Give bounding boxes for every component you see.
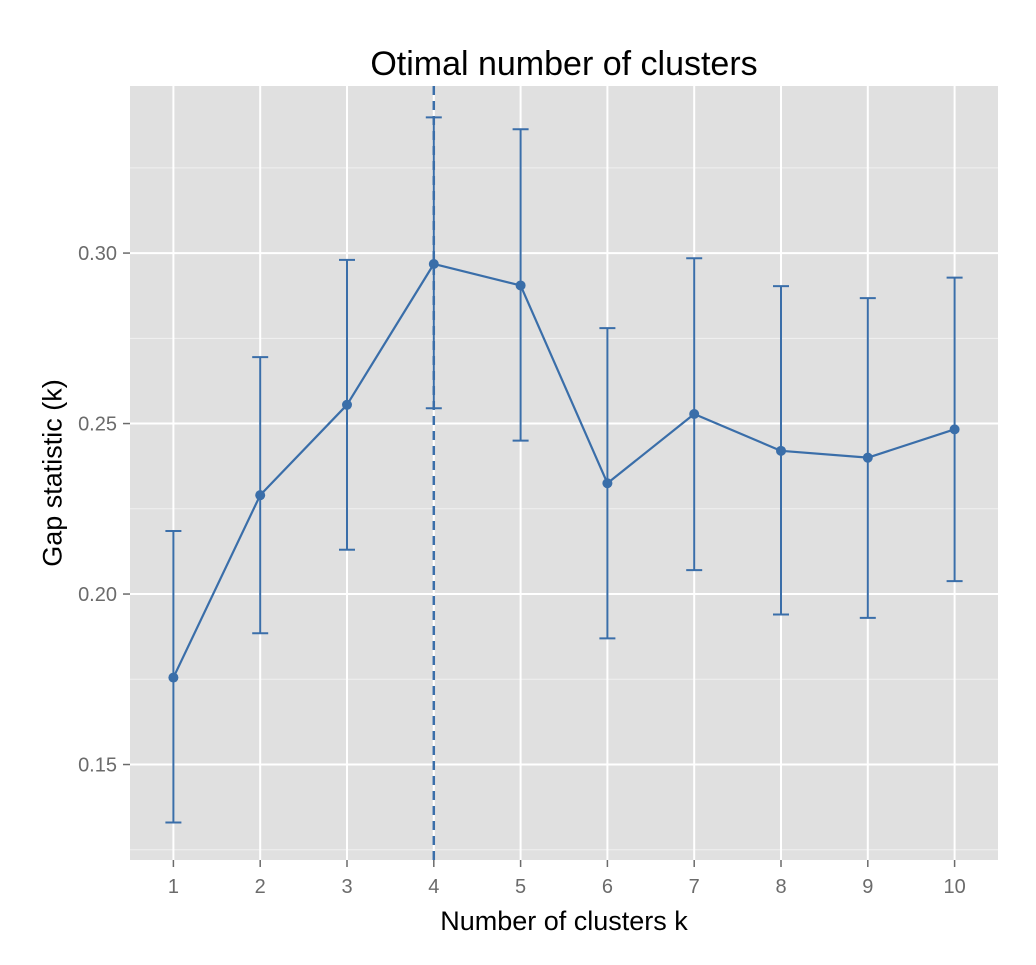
x-axis-title: Number of clusters k bbox=[440, 906, 688, 936]
gap-statistic-line bbox=[172, 262, 955, 679]
y-axis: 0.15 0.20 0.25 0.30 bbox=[78, 243, 130, 777]
x-tick-label: 8 bbox=[775, 876, 786, 898]
data-point-k7 bbox=[689, 409, 700, 420]
data-point-k10 bbox=[949, 424, 960, 435]
x-tick-label: 7 bbox=[689, 876, 700, 898]
chart-title: Otimal number of clusters bbox=[370, 45, 757, 83]
data-point-k8 bbox=[776, 445, 786, 456]
plot-panel bbox=[130, 86, 998, 860]
x-tick-label: 1 bbox=[168, 876, 179, 898]
data-point-k6 bbox=[602, 478, 613, 489]
data-points bbox=[168, 258, 960, 683]
x-tick-label: 2 bbox=[255, 876, 266, 898]
x-tick-label: 3 bbox=[341, 876, 352, 898]
data-point-k5 bbox=[515, 280, 526, 291]
data-point-k9 bbox=[862, 452, 873, 463]
y-axis-title: Gap statistic (k) bbox=[37, 379, 67, 567]
y-tick-label: 0.30 bbox=[78, 243, 117, 265]
data-point-k4 bbox=[428, 258, 439, 269]
x-tick-label: 5 bbox=[515, 876, 526, 898]
series-line-group bbox=[172, 262, 955, 679]
x-tick-label: 6 bbox=[602, 876, 613, 898]
x-tick-label: 10 bbox=[943, 876, 965, 898]
data-point-k2 bbox=[255, 490, 266, 501]
y-tick-label: 0.15 bbox=[78, 755, 117, 777]
x-axis: 1 2 3 4 5 6 7 8 9 10 bbox=[168, 860, 966, 898]
x-tick-label: 4 bbox=[428, 876, 439, 898]
y-tick-label: 0.20 bbox=[78, 584, 117, 606]
x-tick-label: 9 bbox=[862, 876, 873, 898]
data-point-k3 bbox=[342, 399, 352, 410]
data-point-k1 bbox=[168, 672, 179, 683]
y-tick-label: 0.25 bbox=[78, 414, 117, 436]
